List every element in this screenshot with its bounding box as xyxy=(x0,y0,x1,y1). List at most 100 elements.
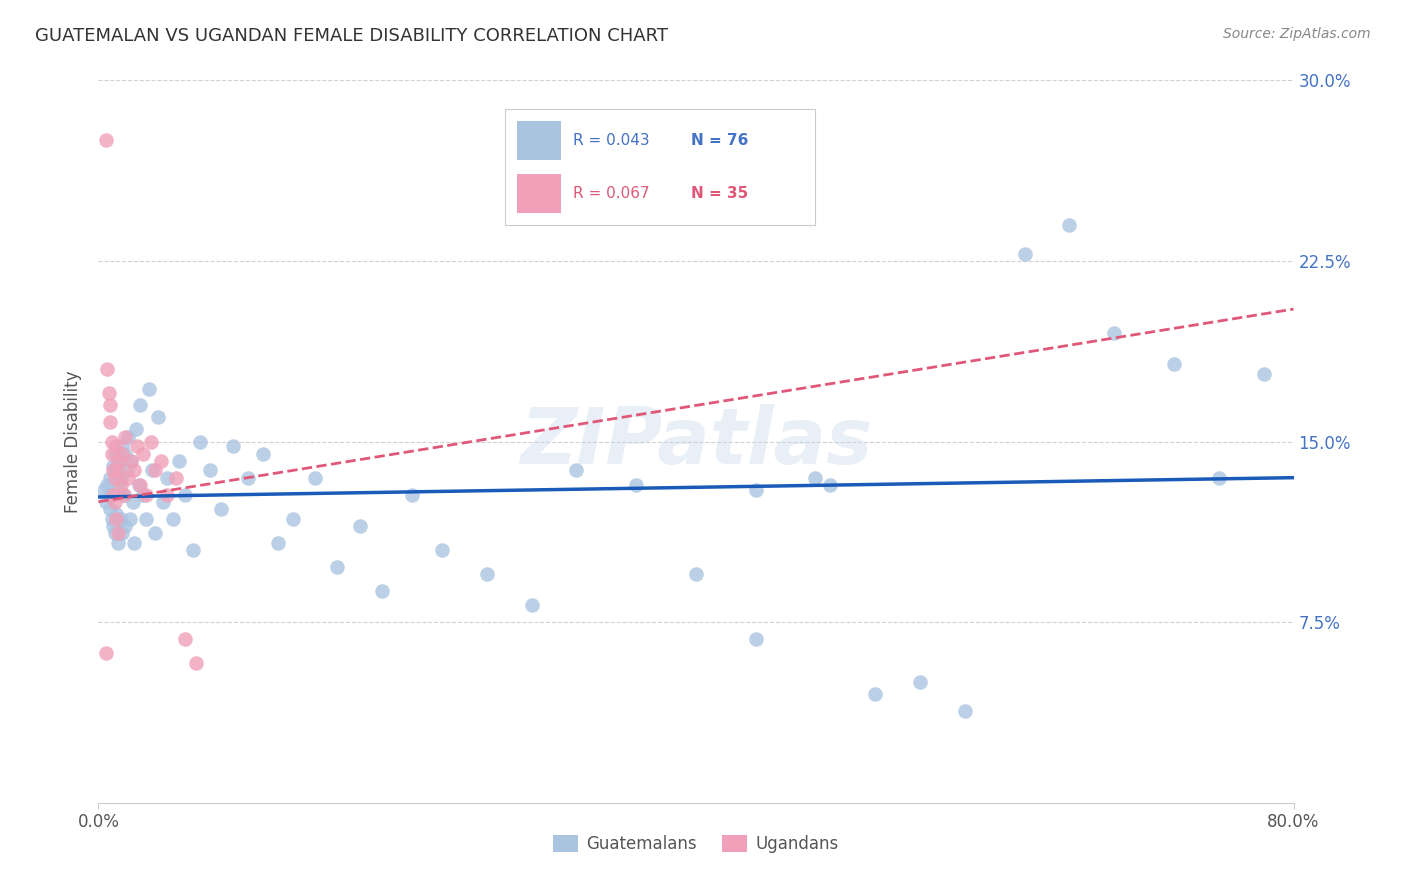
Point xyxy=(167,454,190,468)
Point xyxy=(1104,326,1126,340)
Point xyxy=(110,470,132,484)
Point xyxy=(105,463,128,477)
Point xyxy=(520,599,543,613)
Point xyxy=(112,487,135,501)
Point xyxy=(135,487,157,501)
Point xyxy=(139,434,162,449)
Point xyxy=(105,511,128,525)
Point xyxy=(252,446,274,460)
Point xyxy=(475,567,498,582)
Point xyxy=(108,454,131,468)
Point xyxy=(626,478,648,492)
Y-axis label: Female Disability: Female Disability xyxy=(65,370,83,513)
Point xyxy=(103,458,125,473)
Point xyxy=(152,494,174,508)
Point xyxy=(101,446,124,460)
Point xyxy=(104,526,127,541)
Point xyxy=(745,632,768,646)
Point xyxy=(135,511,157,525)
Point xyxy=(685,567,707,582)
Point xyxy=(865,687,887,701)
Point xyxy=(125,422,148,436)
Point xyxy=(184,656,207,670)
Point xyxy=(124,535,146,549)
Point xyxy=(1253,367,1275,381)
Point xyxy=(114,430,136,444)
Text: Source: ZipAtlas.com: Source: ZipAtlas.com xyxy=(1223,27,1371,41)
Point xyxy=(104,470,127,484)
Point xyxy=(107,526,129,541)
Point xyxy=(115,463,138,477)
Point xyxy=(401,487,423,501)
Point xyxy=(98,470,122,484)
Point xyxy=(108,463,131,477)
Point xyxy=(103,463,125,477)
Point xyxy=(128,478,150,492)
Point xyxy=(103,487,125,501)
Point xyxy=(129,398,152,412)
Point xyxy=(107,535,129,549)
Point xyxy=(1163,358,1185,372)
Point xyxy=(98,502,122,516)
Point xyxy=(156,487,179,501)
Point xyxy=(97,386,120,401)
Point xyxy=(101,434,124,449)
Point xyxy=(430,542,453,557)
Point xyxy=(236,470,259,484)
Point xyxy=(132,446,155,460)
Point xyxy=(114,446,136,460)
Point xyxy=(165,470,187,484)
Point xyxy=(908,675,931,690)
Point xyxy=(111,439,134,453)
Point xyxy=(138,382,160,396)
Point xyxy=(148,410,170,425)
Point xyxy=(820,478,842,492)
Point xyxy=(162,511,184,525)
Point xyxy=(141,463,163,477)
Point xyxy=(1059,218,1081,232)
Point xyxy=(326,559,349,574)
Point xyxy=(281,511,304,525)
Point xyxy=(1208,470,1230,484)
Point xyxy=(349,518,371,533)
Point xyxy=(127,439,149,453)
Point xyxy=(93,483,115,497)
Point xyxy=(111,526,134,541)
Text: ZIPatlas: ZIPatlas xyxy=(520,403,872,480)
Point xyxy=(745,483,768,497)
Point xyxy=(107,454,129,468)
Point xyxy=(105,507,128,521)
Point xyxy=(110,478,132,492)
Point xyxy=(104,494,127,508)
Point xyxy=(104,446,127,460)
Point xyxy=(114,518,136,533)
Point xyxy=(267,535,290,549)
Point xyxy=(174,632,197,646)
Point xyxy=(98,415,122,429)
Point xyxy=(200,463,222,477)
Point xyxy=(143,463,166,477)
Point xyxy=(1014,246,1036,260)
Point xyxy=(188,434,211,449)
Point xyxy=(124,463,146,477)
Point xyxy=(112,487,135,501)
Point xyxy=(118,511,141,525)
Point xyxy=(96,362,118,376)
Point xyxy=(105,439,128,453)
Point xyxy=(120,454,142,468)
Point xyxy=(101,511,124,525)
Point xyxy=(117,430,139,444)
Point xyxy=(103,518,125,533)
Point xyxy=(96,478,118,492)
Point xyxy=(111,446,134,460)
Point xyxy=(804,470,827,484)
Point xyxy=(150,454,173,468)
Point xyxy=(129,478,152,492)
Point xyxy=(143,526,166,541)
Point xyxy=(107,478,129,492)
Point xyxy=(156,470,179,484)
Legend: Guatemalans, Ugandans: Guatemalans, Ugandans xyxy=(547,828,845,860)
Point xyxy=(120,454,142,468)
Point xyxy=(371,583,394,598)
Point xyxy=(209,502,232,516)
